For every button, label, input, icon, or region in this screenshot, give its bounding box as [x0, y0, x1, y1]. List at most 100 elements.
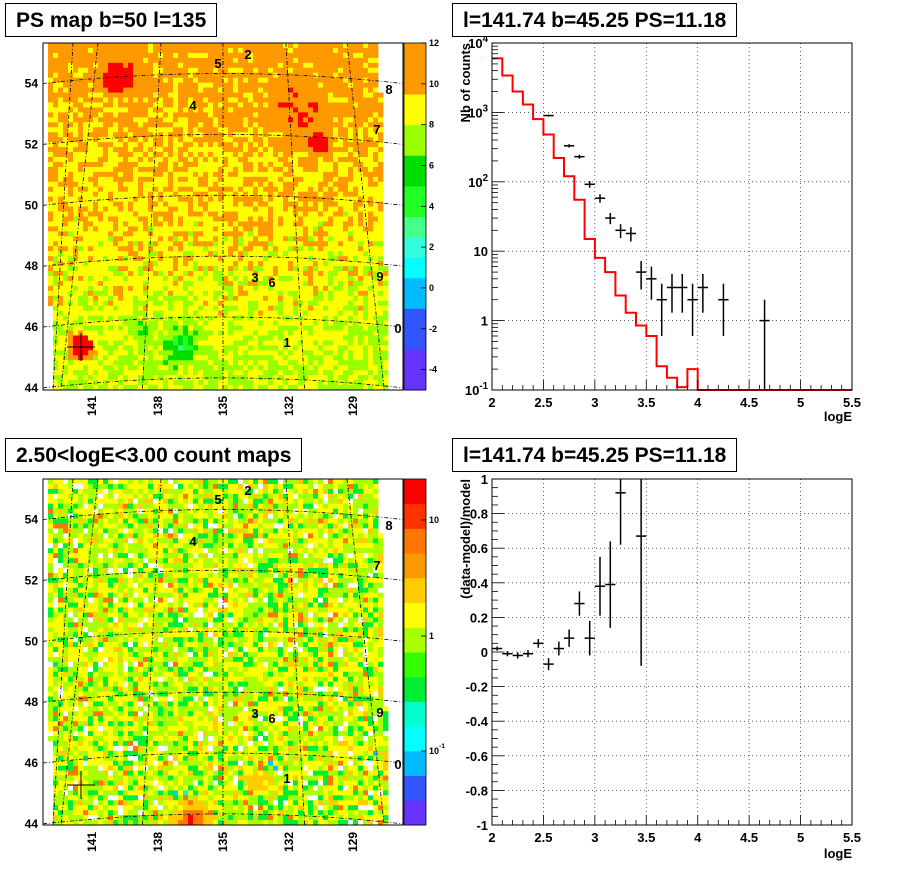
ps-map-pixel [123, 67, 129, 74]
ps-map-pixel [323, 157, 329, 163]
colorbar-tick-label: 10 [429, 79, 439, 89]
ps-map-pixel [73, 43, 79, 49]
ps-map-pixel [373, 117, 379, 123]
ps-map-pixel [378, 380, 384, 386]
ps-map-pixel [163, 285, 169, 292]
ps-map-pixel [93, 176, 99, 183]
ps-map-pixel [288, 355, 294, 361]
ps-map-pixel [353, 102, 359, 108]
ps-map-pixel [108, 186, 114, 193]
ps-map-pixel [213, 97, 219, 103]
ps-map-pixel [228, 82, 234, 89]
ps-map-pixel [263, 186, 269, 193]
ps-map-pixel [258, 43, 264, 49]
ps-map-pixel [243, 305, 249, 312]
ps-map-pixel [378, 231, 384, 237]
ps-map-pixel [228, 310, 234, 317]
ps-map-pixel [298, 236, 304, 242]
ps-map-pixel [153, 221, 159, 227]
ps-map-pixel [138, 201, 144, 207]
ps-map-pixel [68, 340, 74, 346]
ps-map-pixel [333, 87, 339, 93]
ps-map-pixel [83, 52, 89, 59]
ps-map-pixel [123, 310, 129, 317]
ps-map-pixel [143, 290, 149, 297]
ps-map-pixel [383, 355, 389, 361]
ps-map-pixel [58, 62, 64, 69]
ps-map-pixel [333, 325, 339, 331]
ps-map-pixel [68, 191, 74, 198]
ps-map-pixel [213, 280, 219, 287]
count-map-pixel [98, 488, 104, 495]
ps-map-pixel [348, 72, 354, 79]
ps-map-pixel [338, 385, 344, 390]
ps-map-pixel [348, 226, 354, 232]
count-map-pixel [338, 488, 344, 495]
ps-map-pixel [293, 62, 299, 69]
ps-map-pixel [373, 47, 379, 54]
ps-map-pixel [258, 350, 264, 356]
colorbar-segment [404, 349, 426, 360]
ps-map-pixel [353, 147, 359, 153]
ps-map-pixel [68, 345, 74, 351]
ps-map-pixel [223, 295, 229, 302]
ps-map-pixel [203, 127, 209, 133]
ps-map-pixel [163, 216, 169, 222]
ps-map-pixel [228, 325, 234, 331]
count-map-pixel [168, 488, 174, 495]
ps-map-pixel [103, 310, 109, 317]
ps-map-pixel [83, 127, 89, 133]
ps-map-pixel [343, 107, 349, 113]
ps-map-pixel [243, 300, 249, 307]
ps-map-pixel [278, 251, 284, 257]
ps-map-pixel [183, 47, 189, 54]
ps-map-pixel [228, 280, 234, 287]
ps-map-pixel [78, 231, 84, 237]
ps-map-pixel [98, 355, 104, 361]
ps-map-pixel [283, 82, 289, 89]
ps-map-pixel [273, 271, 279, 277]
ps-map-pixel [148, 340, 154, 346]
ps-map-pixel [238, 231, 244, 237]
ps-map-pixel [273, 77, 279, 84]
ps-map-pixel [243, 57, 249, 64]
ps-map-pixel [298, 122, 304, 128]
ps-map-pixel [268, 196, 274, 203]
ps-map-pixel [53, 72, 59, 79]
ps-map-pixel [283, 261, 289, 267]
ps-map-pixel [318, 310, 324, 317]
ps-map-pixel [128, 82, 134, 89]
ps-map-pixel [333, 256, 339, 262]
ps-map-pixel [83, 335, 89, 341]
ps-map-pixel [73, 107, 79, 113]
ps-map-pixel [158, 166, 164, 173]
ps-map-pixel [48, 67, 54, 74]
ps-map-pixel [373, 161, 379, 168]
ps-map-pixel [378, 226, 384, 232]
ps-map-pixel [253, 62, 259, 69]
ps-map-pixel [308, 206, 314, 212]
ps-map-pixel [278, 107, 284, 113]
ps-map-pixel [78, 102, 84, 108]
ps-map-pixel [383, 350, 389, 356]
ps-map-pixel [63, 345, 69, 351]
ps-map-pixel [193, 355, 199, 361]
ps-map-pixel [118, 285, 124, 292]
ps-map-pixel [153, 231, 159, 237]
ps-map-pixel [343, 186, 349, 193]
ps-map-pixel [83, 365, 89, 371]
ps-map-pixel [168, 350, 174, 356]
ps-map-pixel [353, 176, 359, 183]
ps-map-pixel [208, 201, 214, 207]
ps-map-pixel [198, 132, 204, 138]
ps-map-pixel [113, 305, 119, 312]
ps-map-pixel [138, 181, 144, 188]
ps-map-pixel [258, 127, 264, 133]
ps-map-pixel [333, 285, 339, 292]
ps-map-pixel [353, 107, 359, 113]
ps-map-pixel [218, 375, 224, 381]
ps-map-pixel [168, 226, 174, 232]
ps-map-pixel [378, 320, 384, 326]
ps-map-pixel [303, 251, 309, 257]
ps-map-pixel [103, 246, 109, 252]
